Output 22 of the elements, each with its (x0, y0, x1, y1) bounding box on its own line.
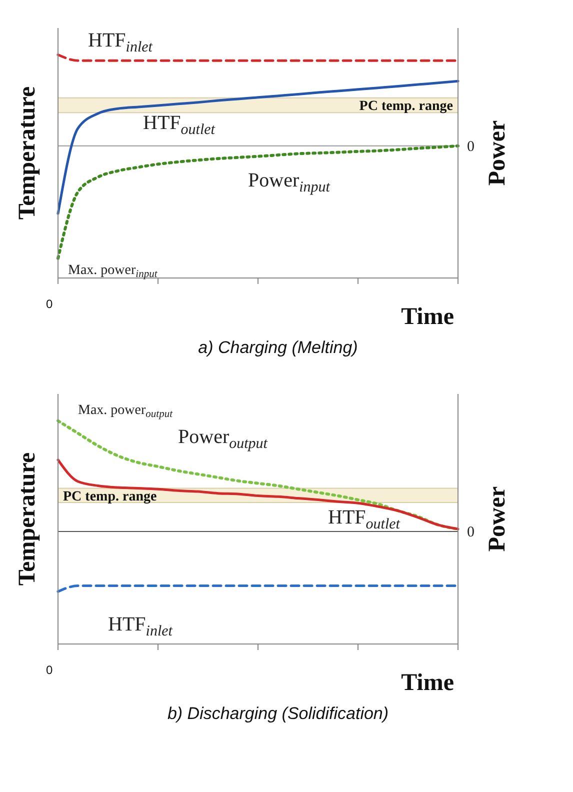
text: Max. power$_{output}$ (78, 403, 174, 420)
y-axis-title: Temperature (14, 86, 41, 220)
text: 0 (467, 138, 474, 155)
text: 0 (46, 297, 53, 311)
text: 0 (467, 524, 474, 540)
band-label: PC temp. range (359, 99, 453, 114)
series-label: HTF$_{inlet}$ (108, 614, 174, 640)
y2-axis-title: Power (484, 120, 511, 186)
y-axis-title: Temperature (14, 452, 41, 586)
band-label: PC temp. range (63, 489, 157, 504)
series-label: HTF$_{outlet}$ (143, 112, 216, 138)
annotation: Max. power$_{input}$ (68, 263, 158, 280)
text: b) Discharging (Solidification) (166, 704, 390, 724)
series-label: Power$_{input}$ (248, 169, 331, 195)
x-axis-title: Time (401, 670, 454, 696)
series-label: HTF$_{inlet}$ (88, 30, 154, 56)
text: a) Charging (Melting) (197, 338, 359, 358)
text: 0 (46, 663, 53, 677)
series-label: Power$_{output}$ (178, 426, 268, 452)
y2-axis-title: Power (484, 486, 511, 552)
x-axis-title: Time (401, 304, 454, 330)
series-label: HTF$_{outlet}$ (328, 506, 401, 532)
